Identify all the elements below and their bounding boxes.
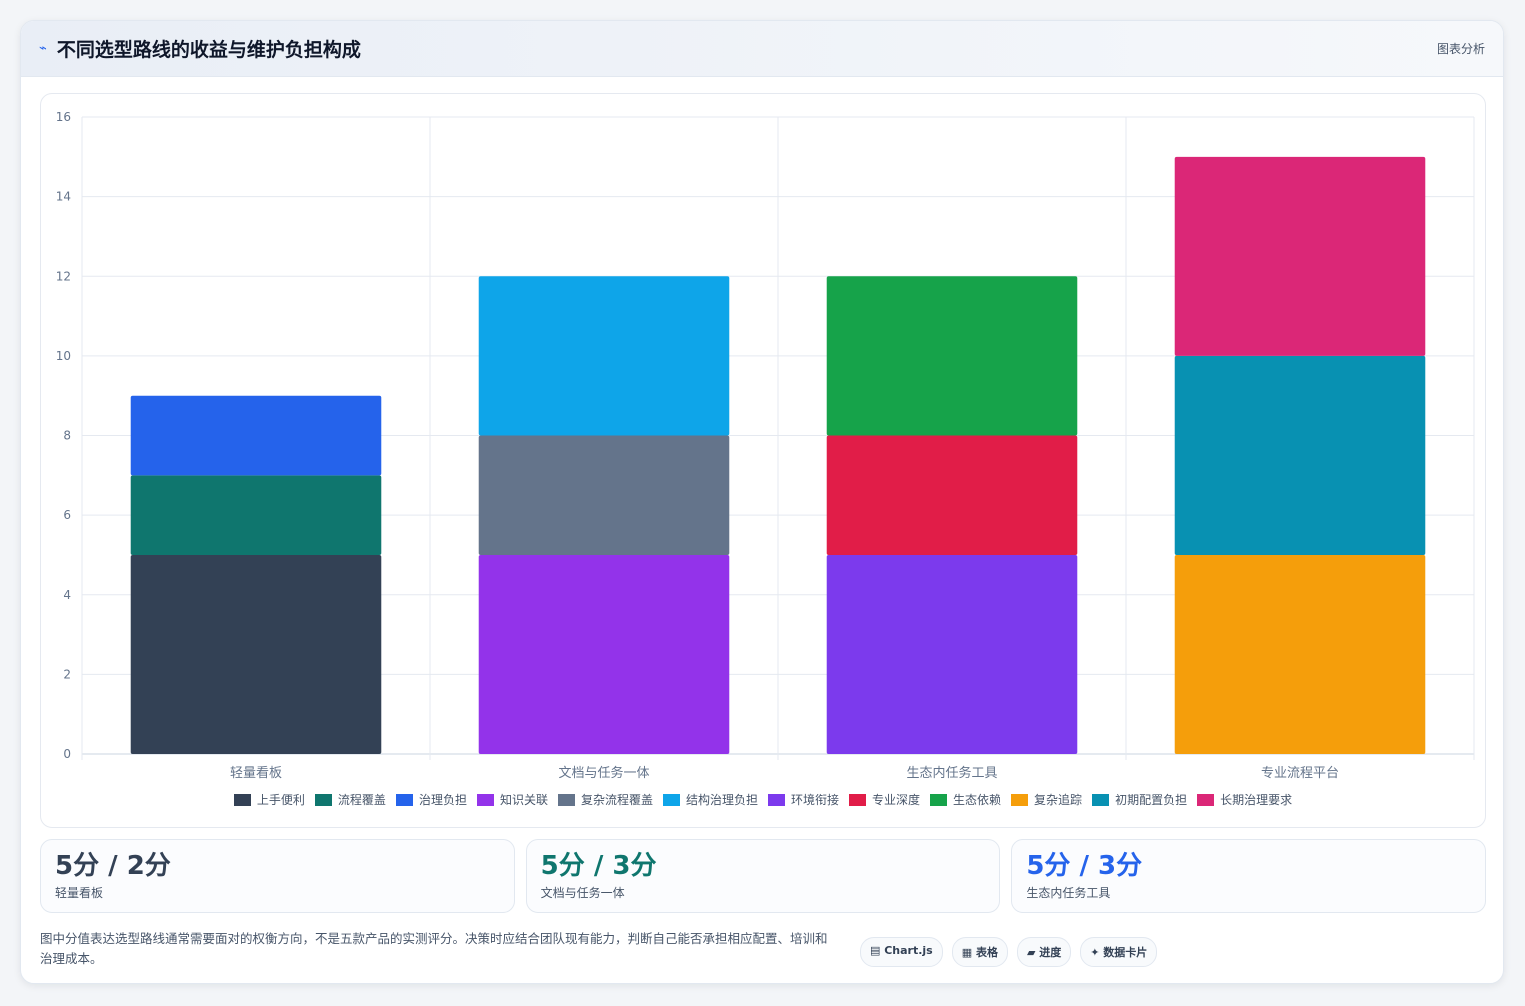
chart-title: 不同选型路线的收益与维护负担构成 bbox=[56, 39, 361, 61]
legend-label: 专业深度 bbox=[872, 793, 921, 807]
y-tick-label: 6 bbox=[63, 508, 71, 522]
stat-cards: 5分 / 2分 轻量看板 5分 / 3分 文档与任务一体 5分 / 3分 生态内任务工具 bbox=[40, 839, 1487, 913]
footer-note: 图中分值表达选型路线通常需要面对的权衡方向，不是五款产品的实测评分。决策时应结合… bbox=[40, 931, 828, 966]
stacked-bar-chart: 0 2 4 6 8 10 12 14 16 轻量看板 文档与任务一体 生态内任务工具 专业流程平台 bbox=[56, 110, 1475, 781]
x-tick-label: 文档与任务一体 bbox=[558, 765, 649, 781]
legend-item[interactable]: 结构治理负担 bbox=[662, 791, 758, 808]
legend-label: 生态依赖 bbox=[953, 793, 1002, 807]
legend-item[interactable]: 上手便利 bbox=[233, 791, 305, 808]
stat-card: 5分 / 3分生态内任务工具 bbox=[1011, 839, 1487, 913]
y-tick-label: 10 bbox=[56, 349, 71, 363]
y-tick-label: 12 bbox=[56, 269, 71, 283]
bar-segment bbox=[1174, 156, 1426, 356]
feature-chip: ▦ 表格 bbox=[951, 937, 1008, 967]
legend-swatch bbox=[233, 793, 251, 806]
stat-label: 生态内任务工具 bbox=[1026, 886, 1111, 900]
legend-label: 结构治理负担 bbox=[685, 793, 758, 807]
bar-segment bbox=[478, 435, 730, 555]
legend-swatch bbox=[1011, 793, 1029, 806]
stat-card: 5分 / 2分轻量看板 bbox=[40, 839, 515, 913]
y-tick-label: 14 bbox=[56, 190, 71, 204]
legend-label: 环境衔接 bbox=[791, 793, 840, 807]
legend-item[interactable]: 初期配置负担 bbox=[1092, 791, 1187, 808]
legend-label: 复杂追踪 bbox=[1034, 793, 1083, 807]
legend-label: 治理负担 bbox=[418, 793, 467, 807]
bar-segment bbox=[826, 554, 1078, 754]
bar-segment bbox=[130, 554, 382, 754]
legend-label: 流程覆盖 bbox=[337, 793, 386, 807]
legend-label: 上手便利 bbox=[256, 793, 305, 807]
x-tick-label: 生态内任务工具 bbox=[906, 765, 997, 781]
legend-label: 知识关联 bbox=[499, 793, 548, 807]
bar-segment bbox=[478, 554, 730, 754]
legend-item[interactable]: 知识关联 bbox=[476, 791, 548, 808]
chart-card: ⌁ 不同选型路线的收益与维护负担构成 图表分析 0 2 4 6 8 10 12 14 16 轻量看… bbox=[20, 20, 1504, 984]
legend-swatch bbox=[1092, 793, 1110, 806]
bar-segment bbox=[826, 276, 1078, 436]
stat-value: 5分 / 2分 bbox=[55, 851, 171, 881]
legend-label: 长期治理要求 bbox=[1220, 793, 1293, 807]
legend-item[interactable]: 治理负担 bbox=[395, 791, 467, 808]
bar-segment bbox=[130, 475, 382, 555]
legend-swatch bbox=[395, 793, 413, 806]
legend-item[interactable]: 复杂追踪 bbox=[1011, 791, 1082, 808]
footer: 图中分值表达选型路线通常需要面对的权衡方向，不是五款产品的实测评分。决策时应结合… bbox=[40, 927, 1486, 971]
feature-chip: ▤ Chart.js bbox=[860, 937, 943, 967]
x-tick-label: 轻量看板 bbox=[230, 765, 282, 781]
legend-item[interactable]: 专业深度 bbox=[849, 791, 920, 808]
bar-segment bbox=[130, 395, 382, 476]
stat-label: 轻量看板 bbox=[55, 886, 104, 900]
stat-value: 5分 / 3分 bbox=[1026, 851, 1143, 881]
card-header: ⌁ 不同选型路线的收益与维护负担构成 图表分析 bbox=[21, 21, 1503, 77]
legend-swatch bbox=[557, 793, 575, 806]
chart-legend: 上手便利 流程覆盖 治理负担 知识关联 复杂流程覆盖 结构治理负担 环境衔接 专业深度 生态依赖… bbox=[41, 791, 1485, 808]
bar-segment bbox=[478, 276, 730, 436]
legend-label: 复杂流程覆盖 bbox=[580, 793, 653, 807]
legend-swatch bbox=[476, 793, 494, 806]
bar-segment bbox=[826, 435, 1078, 555]
y-tick-label: 8 bbox=[63, 429, 71, 443]
legend-item[interactable]: 长期治理要求 bbox=[1197, 791, 1292, 808]
legend-swatch bbox=[930, 793, 948, 806]
legend-item[interactable]: 生态依赖 bbox=[930, 791, 1001, 808]
feature-chips: ▤ Chart.js ▦ 表格 ▰ 进度 ✦ 数据卡片 bbox=[860, 937, 1158, 967]
legend-swatch bbox=[1197, 793, 1215, 806]
legend-swatch bbox=[662, 793, 680, 806]
y-tick-label: 4 bbox=[63, 588, 71, 602]
bar-segment bbox=[1174, 355, 1426, 555]
legend-swatch bbox=[314, 793, 332, 806]
y-tick-label: 0 bbox=[63, 747, 71, 761]
legend-swatch bbox=[768, 793, 785, 806]
stat-card: 5分 / 3分文档与任务一体 bbox=[525, 839, 1001, 913]
chart-tag: 图表分析 bbox=[1436, 42, 1485, 56]
stat-value: 5分 / 3分 bbox=[540, 851, 657, 881]
legend-item[interactable]: 流程覆盖 bbox=[314, 791, 386, 808]
stat-label: 文档与任务一体 bbox=[540, 886, 625, 900]
x-tick-label: 专业流程平台 bbox=[1261, 766, 1339, 781]
chart-icon: ⌁ bbox=[39, 41, 47, 56]
bar-segment bbox=[1174, 554, 1426, 754]
y-tick-label: 16 bbox=[56, 110, 71, 124]
legend-item[interactable]: 环境衔接 bbox=[768, 791, 839, 808]
feature-chip: ▰ 进度 bbox=[1016, 937, 1072, 967]
y-tick-label: 2 bbox=[63, 667, 71, 681]
legend-label: 初期配置负担 bbox=[1115, 793, 1188, 807]
legend-item[interactable]: 复杂流程覆盖 bbox=[557, 791, 653, 808]
chart-container: 0 2 4 6 8 10 12 14 16 轻量看板 文档与任务一体 生态内任务工具 专业流程平台 上手… bbox=[40, 93, 1486, 828]
legend-swatch bbox=[849, 793, 867, 806]
feature-chip: ✦ 数据卡片 bbox=[1080, 937, 1158, 967]
